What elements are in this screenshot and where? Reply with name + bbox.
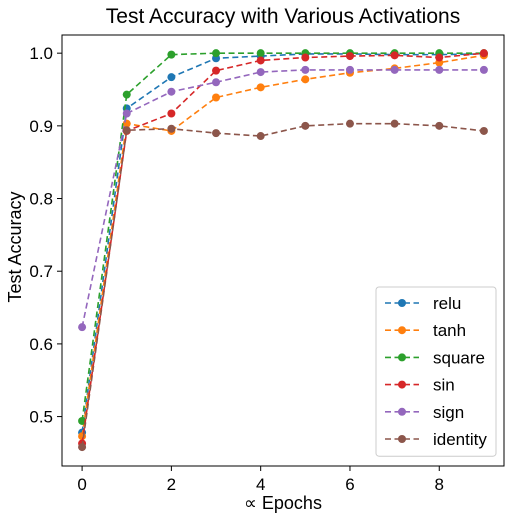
data-point-tanh [212,93,221,102]
legend-entry-square: square [385,348,485,367]
data-point-identity [479,126,488,135]
data-point-square [212,49,221,58]
data-point-tanh [301,75,310,84]
data-point-sin [212,66,221,75]
data-point-tanh [256,83,265,92]
legend-swatch-marker [398,299,406,307]
series-line-sign [81,69,484,328]
y-tick-label: 0.6 [29,335,53,354]
y-tick-label: 0.9 [29,117,53,136]
data-point-sign [479,65,488,74]
data-point-square [122,90,131,99]
series-identity [78,119,488,452]
data-point-sign [212,78,221,87]
x-tick-label: 6 [345,475,354,494]
plot-frame [61,34,505,467]
x-tick-label: 2 [167,475,176,494]
legend-swatch-marker [398,435,406,443]
series-sign [78,65,488,332]
data-point-identity [301,121,310,130]
x-tick-label: 4 [256,475,265,494]
series-line-tanh [81,54,485,437]
legend-swatch-marker [398,353,406,362]
series-line-relu [81,53,484,433]
data-point-identity [78,443,87,452]
data-point-relu [167,73,176,82]
y-tick-label: 0.7 [29,262,53,281]
data-point-sign [256,68,265,77]
data-point-sign [122,109,131,118]
data-point-identity [212,129,221,138]
x-tick-label: 0 [77,475,86,494]
legend-swatch-marker [398,326,406,335]
data-point-identity [435,121,444,130]
data-point-sin [435,53,444,62]
y-axis-label: Test Accuracy [5,191,25,302]
legend-entry-sin: sin [385,376,455,395]
legend-swatch-marker [398,380,406,389]
legend-label: tanh [433,321,466,340]
legend: relu tanh square sin sign identity [375,286,497,457]
data-point-sign [345,65,354,74]
x-tick-label: 8 [435,475,444,494]
legend-box [375,286,497,457]
legend-label: relu [433,294,461,313]
series-line-sin [81,52,484,444]
data-point-identity [256,132,265,141]
data-point-identity [390,119,399,128]
chart-title: Test Accuracy with Various Activations [106,5,460,28]
series-line-identity [81,122,485,448]
data-point-sign [167,87,176,96]
data-point-sign [390,65,399,74]
data-point-square [256,49,265,58]
y-tick-label: 0.5 [29,408,53,427]
data-point-sign [301,65,310,74]
data-point-sin [167,109,176,118]
legend-entry-sign: sign [385,403,464,422]
series-layer [78,49,488,452]
data-point-identity [345,119,354,128]
x-axis-label: ∝ Epochs [244,493,322,513]
legend-label: identity [433,430,487,449]
y-tick-label: 1.0 [29,44,53,63]
legend-label: square [433,348,485,367]
data-point-sin [301,53,310,62]
axis-ticks: 0 2 4 6 8 0.5 0.6 0.7 0.8 0.9 1.0 [29,44,444,494]
data-point-sin [390,51,399,60]
data-point-square [167,50,176,59]
legend-label: sin [433,376,455,395]
legend-label: sign [433,403,464,422]
legend-entry-identity: identity [385,430,487,449]
data-point-sin [479,49,488,58]
legend-entry-relu: relu [385,294,461,313]
legend-swatch-marker [398,407,406,416]
data-point-square [78,416,87,425]
data-point-identity [167,124,176,133]
y-tick-label: 0.8 [29,190,53,209]
data-point-sign [78,323,87,332]
legend-entry-tanh: tanh [385,321,466,340]
data-point-sign [435,65,444,74]
data-point-sin [256,56,265,65]
data-point-identity [122,126,131,135]
data-point-sin [345,52,354,61]
